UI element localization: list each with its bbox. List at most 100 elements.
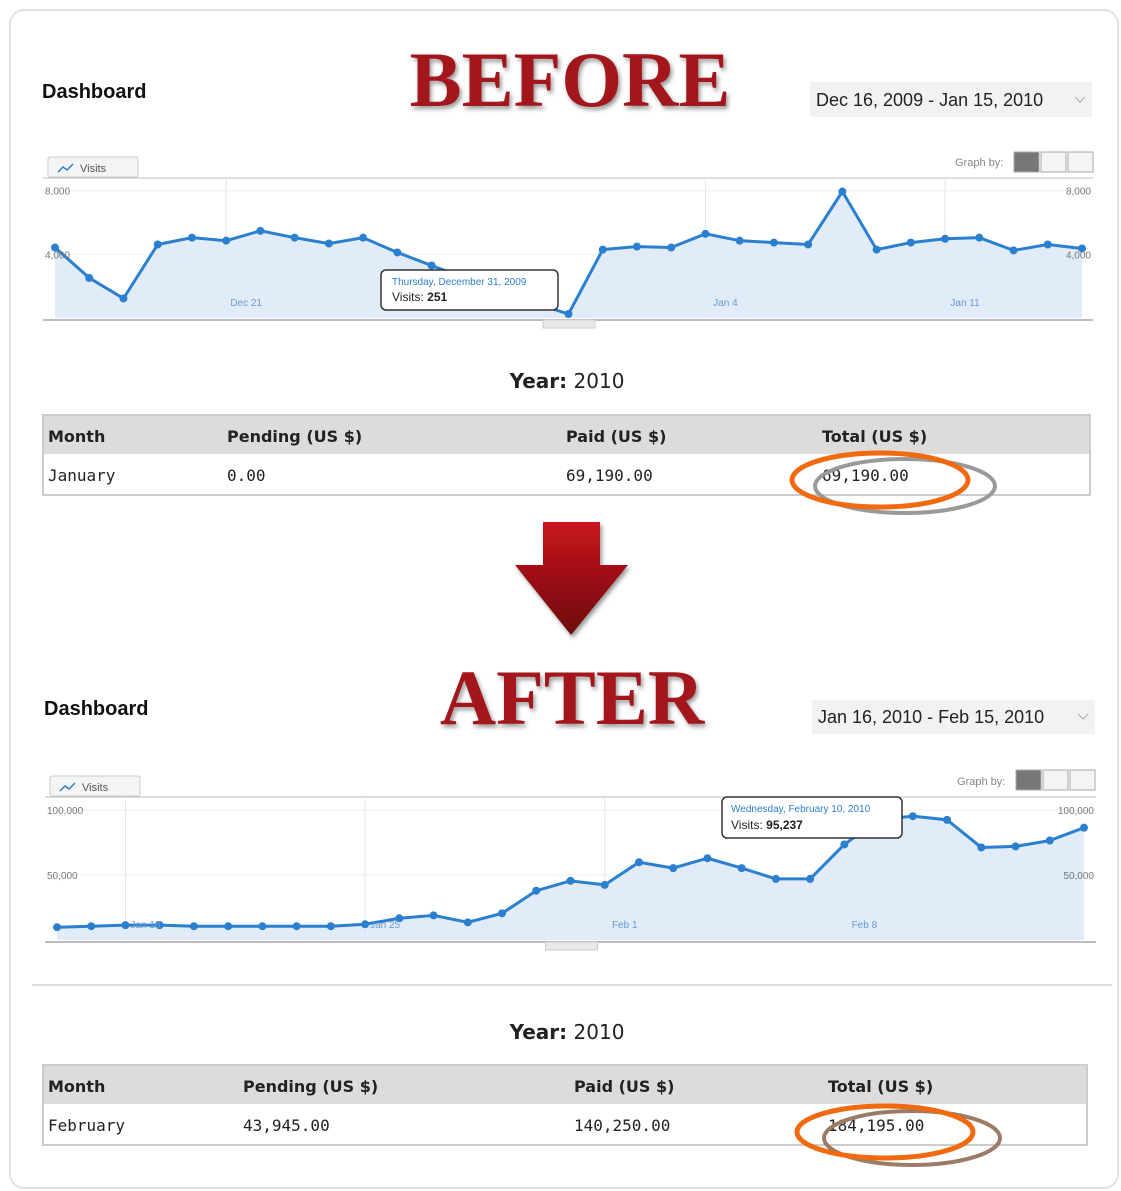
tooltip-value: 95,237 [766, 818, 803, 832]
point [361, 920, 369, 928]
point [736, 237, 744, 245]
y-tick-label: 4,000 [45, 250, 70, 261]
table-cell: 184,195.00 [828, 1116, 924, 1135]
metric-label: Visits [80, 163, 107, 175]
earnings-table: MonthPending (US $)Paid (US $)Total (US … [43, 415, 1090, 495]
metric-label: Visits [82, 782, 109, 794]
tooltip: Wednesday, February 10, 2010 Visits: 95,… [722, 797, 902, 838]
x-tick-label: Dec 21 [230, 298, 262, 309]
y-tick-label: 50,000 [47, 871, 78, 882]
table-cell: 0.00 [227, 466, 266, 485]
before-heading: BEFORE [410, 36, 731, 123]
tooltip-text: Visits: 251 [392, 290, 447, 304]
point [428, 262, 436, 270]
graph-by-week[interactable] [1041, 152, 1066, 172]
point [291, 234, 299, 242]
tooltip-label: Visits: [392, 290, 424, 304]
column-header: Pending (US $) [227, 427, 362, 446]
point [325, 240, 333, 248]
point [154, 241, 162, 249]
point [119, 294, 127, 302]
point [635, 858, 643, 866]
year: 2010 [574, 1020, 625, 1044]
x-tick-label: Feb 8 [852, 920, 878, 931]
point [943, 816, 951, 824]
table-cell: 43,945.00 [243, 1116, 330, 1135]
point [941, 235, 949, 243]
column-header: Paid (US $) [574, 1077, 674, 1096]
point [975, 234, 983, 242]
x-tick-label: Jan 11 [950, 298, 980, 309]
graph-by-month[interactable] [1068, 152, 1093, 172]
y-tick-label: 8,000 [1066, 187, 1091, 198]
dashboard-title: Dashboard [42, 81, 146, 103]
point [838, 188, 846, 196]
point [567, 877, 575, 885]
x-tick-label: Jan 4 [713, 298, 738, 309]
point [840, 840, 848, 848]
table-cell: 69,190.00 [566, 466, 653, 485]
point [85, 274, 93, 282]
point [565, 310, 573, 318]
column-header: Total (US $) [822, 427, 927, 446]
graph-by-week[interactable] [1043, 770, 1068, 790]
date-range: Dec 16, 2009 - Jan 15, 2010 [816, 90, 1043, 110]
point [359, 234, 367, 242]
point [53, 923, 61, 931]
point [464, 918, 472, 926]
column-header: Month [48, 1077, 105, 1096]
graph-by: Graph by: [957, 776, 1005, 788]
point [258, 922, 266, 930]
point [633, 243, 641, 251]
point [1046, 837, 1054, 845]
table-cell: January [48, 466, 116, 485]
y-tick-label: 100,000 [1058, 806, 1095, 817]
column-header: Month [48, 427, 105, 446]
point [327, 922, 335, 930]
x-tick-label: Jan 18 [130, 920, 160, 931]
point [772, 875, 780, 883]
point [224, 922, 232, 930]
page: BEFORE Dashboard Dec 16, 2009 - Jan 15, … [0, 0, 1121, 1191]
point [907, 239, 915, 247]
point [293, 922, 301, 930]
graph-by-day[interactable] [1014, 152, 1039, 172]
y-tick-label: 8,000 [45, 187, 70, 198]
earnings-table: Month Pending (US $) Paid (US $) Total (US … [43, 1065, 1087, 1145]
year-line: Year: 2010 [509, 369, 625, 393]
point [121, 921, 129, 929]
y-tick-label: 100,000 [47, 806, 84, 817]
year-line: Year: 2010 [509, 1020, 625, 1044]
point [770, 239, 778, 247]
point [532, 887, 540, 895]
x-tick-label: Jan 25 [370, 920, 400, 931]
after-heading: AFTER [440, 654, 706, 741]
dashboard-title: Dashboard [44, 698, 148, 720]
point [804, 241, 812, 249]
point [393, 248, 401, 256]
table-cell: February [48, 1116, 125, 1135]
point [601, 881, 609, 889]
tooltip-date: Wednesday, February 10, 2010 [731, 804, 871, 815]
graph-by-day[interactable] [1016, 770, 1041, 790]
point [701, 230, 709, 238]
tooltip-value: 251 [427, 290, 447, 304]
column-header: Pending (US $) [243, 1077, 378, 1096]
point [909, 812, 917, 820]
point [667, 244, 675, 252]
date-range: Jan 16, 2010 - Feb 15, 2010 [818, 707, 1044, 727]
point [190, 922, 198, 930]
point [256, 227, 264, 235]
point [703, 854, 711, 862]
graph-by-month[interactable] [1070, 770, 1095, 790]
graph-by: Graph by: [955, 157, 1003, 169]
point [222, 237, 230, 245]
point [87, 922, 95, 930]
column-header: Total (US $) [828, 1077, 933, 1096]
tooltip-date: Thursday, December 31, 2009 [392, 277, 527, 288]
x-tick-label: Feb 1 [612, 920, 638, 931]
point [1010, 246, 1018, 254]
year-label: Year: [509, 369, 568, 393]
